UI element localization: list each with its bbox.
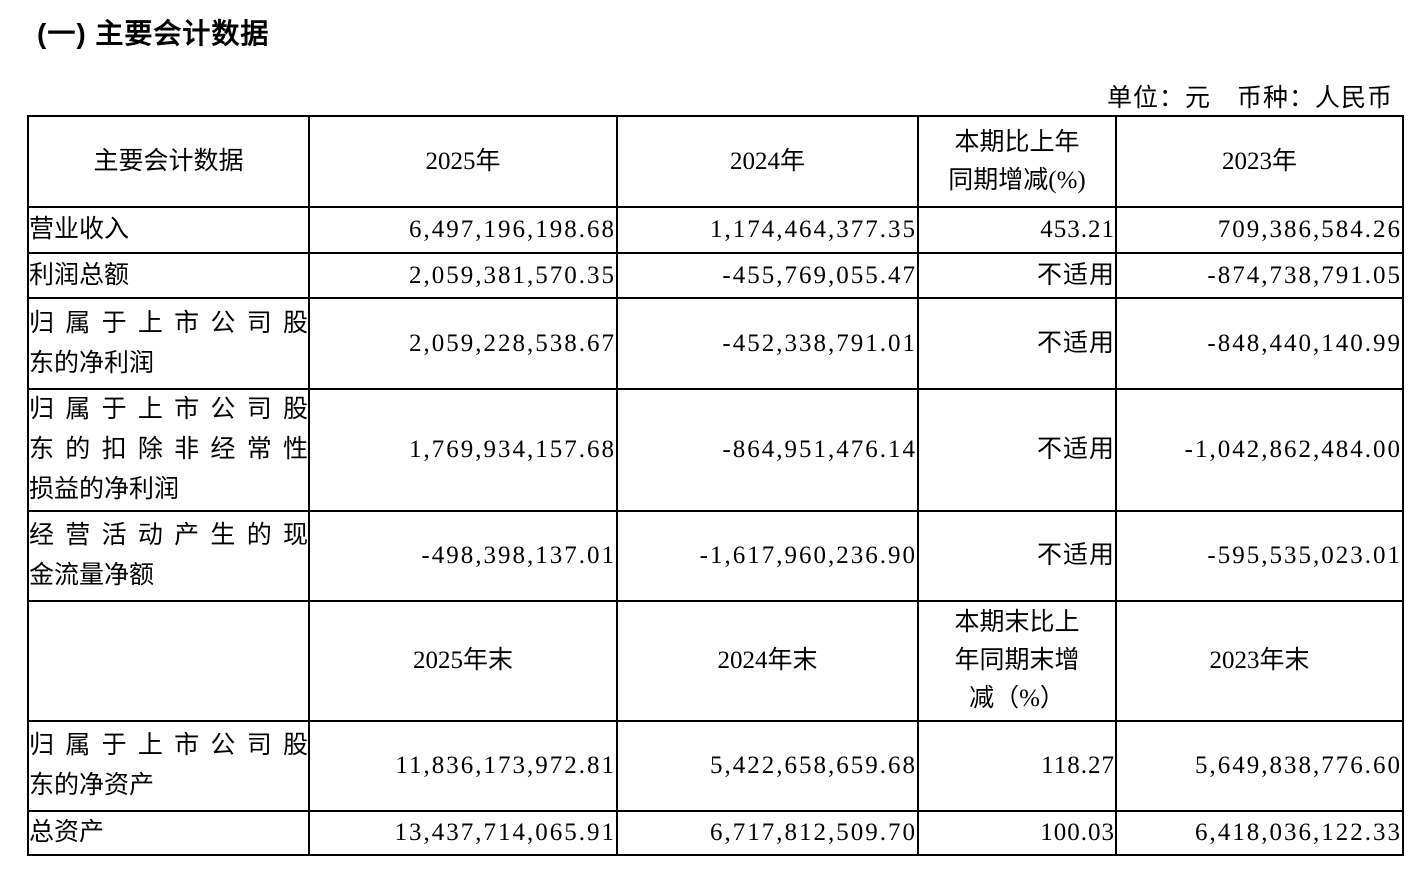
table-row-net-profit-attributable: 归属于上市公司股 东的净利润 2,059,228,538.67 -452,338… (27, 297, 1404, 390)
row-label: 归属于上市公司股 东的扣除非经常性 损益的净利润 (27, 388, 310, 512)
cell-2025-value: -498,398,137.01 (308, 510, 618, 602)
cell-2024-value: -864,951,476.14 (616, 388, 919, 512)
cell-2023-value: -1,042,862,484.00 (1115, 388, 1404, 512)
cell-2024-value: -1,617,960,236.90 (616, 510, 919, 602)
row-label-line: 东的净利润 (29, 349, 155, 377)
cell-change-value: 118.27 (917, 720, 1117, 812)
table-row-total-profit: 利润总额 2,059,381,570.35 -455,769,055.47 不适… (27, 252, 1404, 299)
table-header-endpoint-row: 2025年末 2024年末 本期末比上 年同期末增 减（%） 2023年末 (27, 600, 1404, 722)
table-row-net-assets-attributable: 归属于上市公司股 东的净资产 11,836,173,972.81 5,422,6… (27, 720, 1404, 812)
cell-2025-value: 2,059,228,538.67 (308, 297, 618, 390)
header-2025-end: 2025年末 (308, 600, 618, 722)
unit-currency-note: 单位：元 币种：人民币 (1106, 85, 1393, 112)
header-2025: 2025年 (308, 115, 618, 208)
header-2023-end: 2023年末 (1115, 600, 1404, 722)
row-label: 归属于上市公司股 东的净资产 (27, 720, 310, 812)
row-label: 归属于上市公司股 东的净利润 (27, 297, 310, 390)
row-label-line: 归属于上市公司股 (29, 396, 308, 423)
row-label: 经营活动产生的现 金流量净额 (27, 510, 310, 602)
cell-2024-value: 5,422,658,659.68 (616, 720, 919, 812)
row-label-line: 损益的净利润 (29, 476, 180, 503)
row-label-line: 归属于上市公司股 (29, 732, 308, 759)
row-label-line: 金流量净额 (29, 562, 155, 589)
table-row-operating-cash-flow: 经营活动产生的现 金流量净额 -498,398,137.01 -1,617,96… (27, 510, 1404, 602)
cell-change-value: 不适用 (917, 510, 1117, 602)
table-row-operating-revenue: 营业收入 6,497,196,198.68 1,174,464,377.35 4… (27, 206, 1404, 254)
row-label-line: 总资产 (29, 819, 105, 846)
table-row-total-assets: 总资产 13,437,714,065.91 6,717,812,509.70 1… (27, 810, 1404, 856)
row-label-line: 东的扣除非经常性 (29, 436, 308, 463)
header-2024-end: 2024年末 (616, 600, 919, 722)
section-title: (一) 主要会计数据 (37, 18, 270, 49)
cell-2025-value: 13,437,714,065.91 (308, 810, 618, 856)
row-label: 总资产 (27, 810, 310, 856)
row-label-line: 东的净资产 (29, 772, 155, 799)
cell-2024-value: 6,717,812,509.70 (616, 810, 919, 856)
header-2023: 2023年 (1115, 115, 1404, 208)
cell-2023-value: 6,418,036,122.33 (1115, 810, 1404, 856)
cell-change-value: 100.03 (917, 810, 1117, 856)
cell-change-value: 不适用 (917, 252, 1117, 299)
cell-2023-value: 5,649,838,776.60 (1115, 720, 1404, 812)
cell-change-value: 不适用 (917, 297, 1117, 390)
row-label: 营业收入 (27, 206, 310, 254)
cell-change-value: 453.21 (917, 206, 1117, 254)
cell-2023-value: -874,738,791.05 (1115, 252, 1404, 299)
cell-2024-value: -455,769,055.47 (616, 252, 919, 299)
key-accounting-data-table: 主要会计数据 2025年 2024年 本期比上年 同期增减(%) 2023年 营… (27, 115, 1404, 856)
cell-2025-value: 11,836,173,972.81 (308, 720, 618, 812)
table-row-net-profit-excl-nonrecurring: 归属于上市公司股 东的扣除非经常性 损益的净利润 1,769,934,157.6… (27, 388, 1404, 512)
cell-2023-value: -595,535,023.01 (1115, 510, 1404, 602)
row-label-line: 利润总额 (29, 261, 130, 289)
header-endpoint-change-pct: 本期末比上 年同期末增 减（%） (917, 600, 1117, 722)
row-label-line: 归属于上市公司股 (29, 309, 308, 337)
row-label-line: 经营活动产生的现 (29, 522, 308, 549)
table-header-period-row: 主要会计数据 2025年 2024年 本期比上年 同期增减(%) 2023年 (27, 115, 1404, 208)
header-main-accounting-data: 主要会计数据 (27, 115, 310, 208)
cell-2023-value: -848,440,140.99 (1115, 297, 1404, 390)
cell-2025-value: 1,769,934,157.68 (308, 388, 618, 512)
header-endpoint-blank (27, 600, 310, 722)
cell-2023-value: 709,386,584.26 (1115, 206, 1404, 254)
row-label: 利润总额 (27, 252, 310, 299)
cell-change-value: 不适用 (917, 388, 1117, 512)
row-label-line: 营业收入 (29, 216, 130, 243)
header-period-change-pct: 本期比上年 同期增减(%) (917, 115, 1117, 208)
cell-2025-value: 6,497,196,198.68 (308, 206, 618, 254)
cell-2025-value: 2,059,381,570.35 (308, 252, 618, 299)
cell-2024-value: 1,174,464,377.35 (616, 206, 919, 254)
header-2024: 2024年 (616, 115, 919, 208)
cell-2024-value: -452,338,791.01 (616, 297, 919, 390)
